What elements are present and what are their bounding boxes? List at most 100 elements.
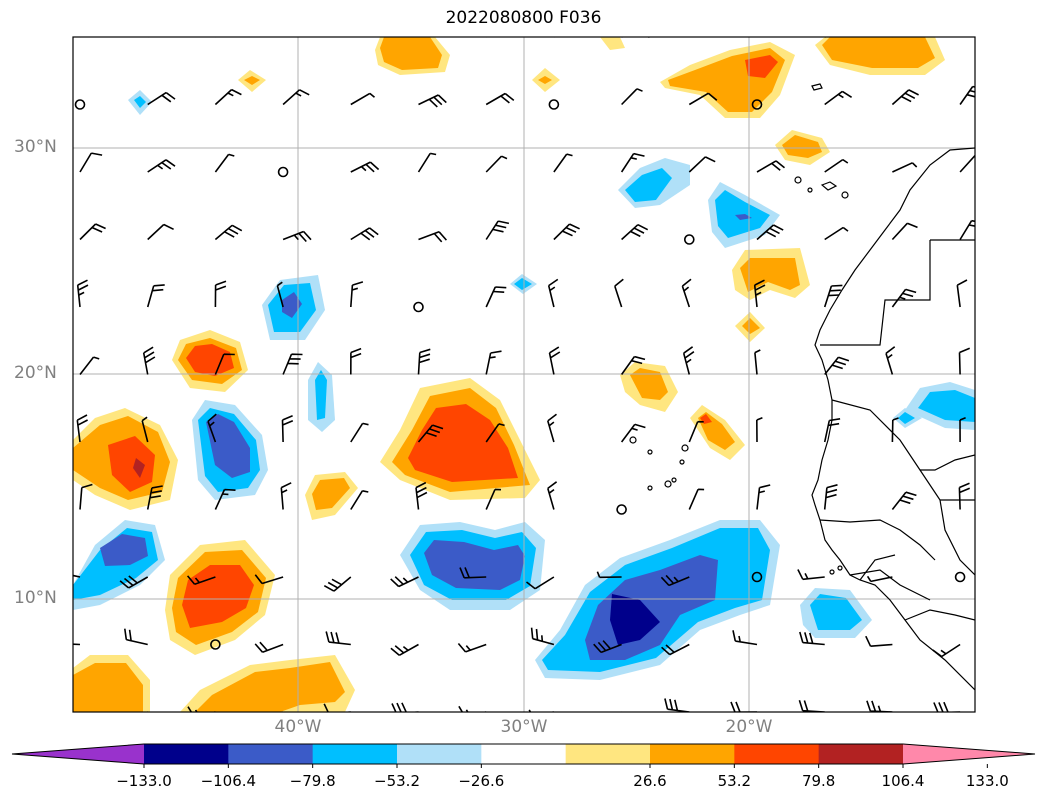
lat-label-30n: 30°N bbox=[14, 137, 57, 157]
positive-anomaly-blob bbox=[182, 565, 254, 628]
wind-calm-circle bbox=[616, 504, 627, 515]
colorbar-bin bbox=[397, 744, 482, 764]
wind-barb bbox=[459, 567, 487, 579]
canary-island bbox=[794, 176, 802, 184]
colorbar-bin bbox=[481, 744, 567, 764]
border-line bbox=[820, 240, 931, 346]
negative-anomaly-blob bbox=[610, 594, 660, 645]
wind-barb bbox=[526, 576, 555, 590]
positive-anomaly-blob bbox=[312, 478, 350, 510]
wind-barb bbox=[281, 415, 294, 443]
wind-barb bbox=[214, 280, 227, 308]
negative-anomaly-blob bbox=[810, 594, 862, 630]
lon-label-40w: 40°W bbox=[274, 717, 322, 737]
wind-barb bbox=[147, 91, 176, 106]
wind-barb bbox=[956, 279, 968, 308]
wind-barb bbox=[823, 484, 838, 510]
wind-barb bbox=[142, 346, 156, 375]
positive-anomaly-blob bbox=[822, 37, 935, 68]
wind-barb bbox=[458, 705, 487, 712]
cape-verde-island bbox=[681, 444, 689, 452]
wind-barb bbox=[891, 288, 917, 308]
wind-barb bbox=[824, 226, 849, 241]
positive-anomaly-blob bbox=[133, 458, 145, 478]
colorbar-extend-low bbox=[12, 744, 144, 764]
wind-barb bbox=[824, 37, 827, 38]
positive-anomaly-blob bbox=[742, 318, 760, 334]
border-line bbox=[920, 454, 975, 471]
colorbar-bin bbox=[818, 744, 904, 764]
wind-barb bbox=[797, 569, 825, 581]
wind-barb bbox=[350, 92, 376, 106]
canary-island bbox=[820, 181, 838, 191]
wind-calm-circle bbox=[413, 301, 424, 313]
wind-barb bbox=[682, 346, 695, 375]
wind-barb bbox=[282, 353, 303, 375]
border-line bbox=[939, 499, 975, 576]
wind-barb bbox=[621, 223, 649, 241]
negative-anomaly-blob bbox=[424, 540, 525, 590]
wind-barb bbox=[147, 223, 174, 241]
wind-barb bbox=[528, 709, 554, 712]
wind-barb bbox=[596, 571, 622, 579]
colorbar bbox=[11, 743, 1036, 768]
wind-barb bbox=[866, 575, 893, 583]
wind-barb bbox=[548, 346, 561, 375]
negative-anomaly-blob bbox=[282, 292, 302, 318]
wind-barb bbox=[614, 278, 624, 308]
colorbar-tick-label: −53.2 bbox=[374, 772, 420, 790]
wind-barb bbox=[547, 278, 559, 308]
wind-barb bbox=[73, 574, 81, 578]
wind-barb bbox=[350, 161, 380, 173]
wind-barb bbox=[547, 481, 558, 510]
colorbar-tick-label: −133.0 bbox=[116, 772, 172, 790]
wind-barb bbox=[756, 484, 771, 510]
wind-barb bbox=[732, 630, 758, 646]
wind-barb bbox=[146, 284, 165, 308]
positive-anomaly-blob bbox=[745, 55, 778, 78]
wind-barb bbox=[254, 641, 284, 653]
wind-barb bbox=[933, 701, 961, 712]
cape-verde-island bbox=[664, 480, 672, 488]
wind-barb bbox=[960, 37, 962, 38]
positive-anomaly-blob bbox=[108, 436, 155, 492]
colorbar-tick-label: −106.4 bbox=[200, 772, 257, 790]
positive-anomaly-blob bbox=[380, 37, 442, 70]
madeira-island bbox=[811, 83, 823, 91]
wind-barb bbox=[280, 482, 292, 510]
wind-calm-circle bbox=[548, 99, 560, 110]
wind-barb bbox=[325, 631, 351, 646]
wind-barb bbox=[485, 92, 515, 106]
cape-verde-island bbox=[647, 485, 653, 491]
wind-barb bbox=[756, 224, 784, 241]
colorbar-bin bbox=[228, 744, 314, 764]
positive-anomaly-blob bbox=[538, 76, 552, 84]
wind-barb bbox=[282, 89, 310, 106]
wind-barb bbox=[119, 575, 149, 589]
wind-barb bbox=[891, 89, 919, 106]
wind-barb bbox=[485, 423, 505, 443]
cape-verde-island bbox=[647, 449, 653, 455]
wind-calm-circle bbox=[751, 571, 763, 583]
wind-barb bbox=[147, 159, 176, 173]
wind-barb bbox=[823, 284, 843, 308]
colorbar-tick-label: 79.8 bbox=[801, 772, 836, 790]
wind-barb bbox=[417, 348, 431, 375]
wind-barb bbox=[485, 488, 502, 510]
wind-barb bbox=[146, 485, 163, 510]
wind-barb bbox=[865, 635, 893, 647]
wind-barb bbox=[681, 278, 692, 308]
positive-anomaly-blob bbox=[740, 258, 800, 292]
map-plot-area bbox=[73, 37, 975, 712]
wind-barb bbox=[485, 286, 507, 308]
colorbar-bin bbox=[650, 744, 735, 764]
wind-calm-circle bbox=[210, 639, 221, 650]
wind-barb bbox=[350, 422, 369, 443]
negative-anomaly-blob bbox=[735, 214, 752, 220]
wind-barb bbox=[753, 279, 766, 308]
wind-barb bbox=[186, 575, 216, 586]
wind-barb bbox=[621, 37, 651, 39]
negative-anomaly-blob bbox=[134, 96, 146, 108]
wind-barb bbox=[620, 152, 645, 173]
positive-anomaly-blob bbox=[244, 76, 260, 85]
